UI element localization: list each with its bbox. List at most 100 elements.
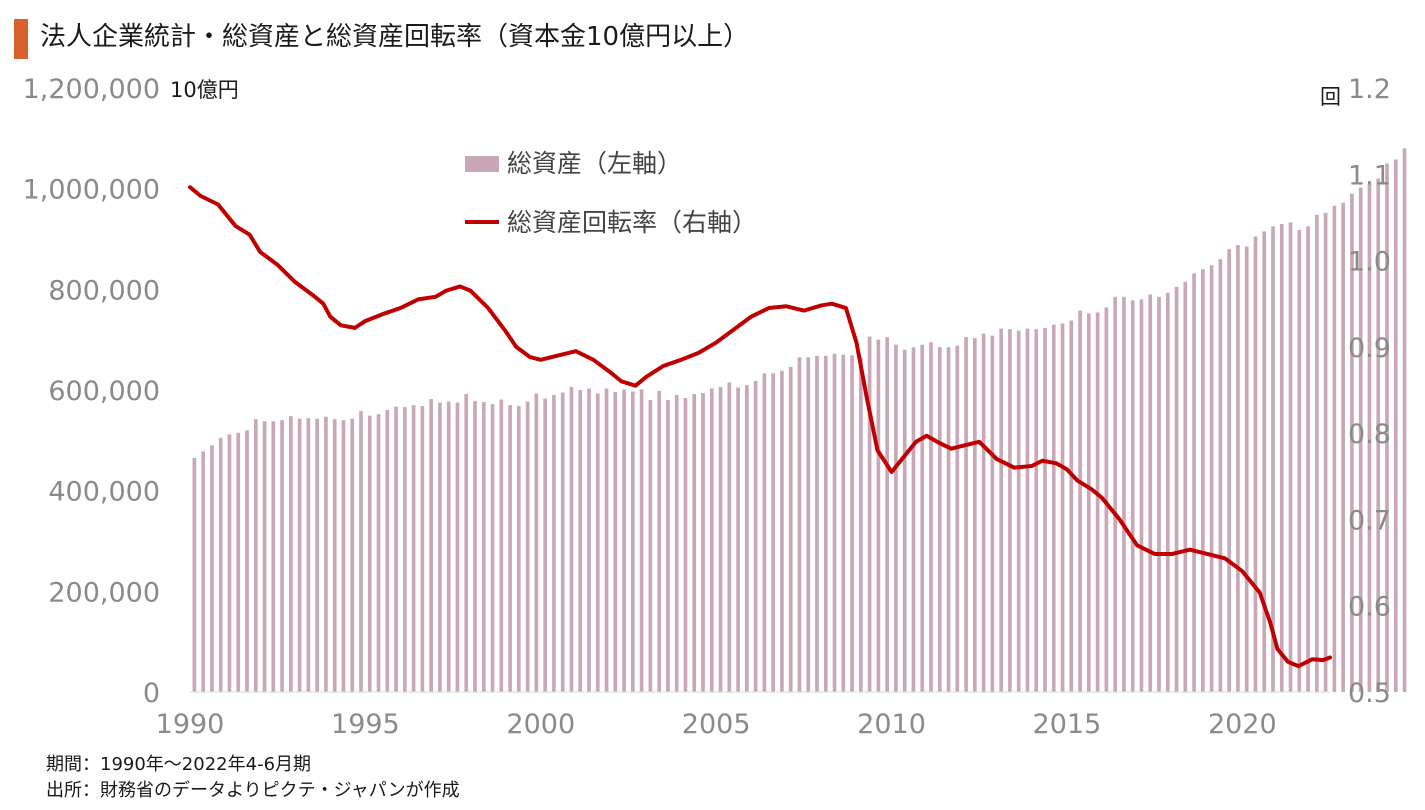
y-left-ticks: 0 200,000 400,000 600,000 800,000 1,000,000 1,… xyxy=(23,74,160,709)
bar-total-assets xyxy=(771,373,775,692)
bar-total-assets xyxy=(201,451,205,692)
bar-total-assets xyxy=(1306,226,1310,693)
bar-total-assets xyxy=(587,388,591,692)
bar-total-assets xyxy=(1323,212,1328,692)
bar-total-assets xyxy=(727,382,732,692)
bar-total-assets xyxy=(920,344,925,692)
bar-total-assets xyxy=(324,416,328,692)
bar-total-assets xyxy=(1227,249,1231,692)
bar-total-assets xyxy=(1113,296,1117,692)
bar-total-assets xyxy=(464,394,469,692)
bar-total-assets xyxy=(648,400,653,692)
legend: 総資産（左軸） 総資産回転率（右軸） xyxy=(465,149,757,237)
bar-total-assets xyxy=(674,395,679,692)
bar-total-assets xyxy=(236,432,241,692)
bar-total-assets xyxy=(701,393,705,692)
y-left-tick-label: 400,000 xyxy=(48,477,160,508)
bar-total-assets xyxy=(306,418,311,692)
bar-total-assets xyxy=(657,391,661,692)
y-right-tick-label: 0.7 xyxy=(1348,505,1391,536)
bar-total-assets xyxy=(1104,307,1109,692)
bar-total-assets xyxy=(1034,329,1039,692)
bar-total-assets xyxy=(1358,187,1363,692)
turnover-line xyxy=(188,185,1332,669)
bar-total-assets xyxy=(350,418,355,692)
bar-total-assets xyxy=(569,386,574,692)
bar-total-assets xyxy=(210,445,214,692)
bar-total-assets xyxy=(1087,313,1091,692)
bar-total-assets xyxy=(1262,231,1267,692)
y-left-tick-label: 1,000,000 xyxy=(23,175,160,206)
bar-total-assets xyxy=(1183,281,1188,692)
bar-total-assets xyxy=(1095,312,1100,692)
legend-line-label: 総資産回転率（右軸） xyxy=(507,208,757,237)
bar-total-assets xyxy=(736,387,740,692)
bar-total-assets xyxy=(964,337,968,692)
bar-total-assets xyxy=(841,354,846,692)
title-accent-bar xyxy=(14,19,28,59)
bar-total-assets xyxy=(1393,159,1398,693)
bar-total-assets xyxy=(455,402,460,692)
y-right-tick-label: 0.5 xyxy=(1348,678,1391,709)
bar-total-assets xyxy=(622,389,626,692)
bar-total-assets xyxy=(508,405,512,692)
bar-total-assets xyxy=(385,410,390,692)
bar-total-assets xyxy=(946,347,951,692)
bar-total-assets xyxy=(280,420,284,692)
bar-total-assets xyxy=(481,402,486,692)
bar-total-assets xyxy=(446,401,451,692)
bar-total-assets xyxy=(753,380,758,692)
bar-total-assets xyxy=(560,392,565,692)
bar-total-assets xyxy=(990,335,995,692)
bar-total-assets xyxy=(1016,330,1021,692)
bar-total-assets xyxy=(604,388,609,692)
y-right-tick-label: 1.0 xyxy=(1348,247,1391,278)
bar-total-assets xyxy=(1244,246,1249,693)
y-left-unit: 10億円 xyxy=(170,78,239,102)
bar-total-assets xyxy=(1060,323,1065,692)
combo-chart: 0 200,000 400,000 600,000 800,000 1,000,000 1,… xyxy=(23,74,1407,740)
bar-total-assets xyxy=(1139,299,1144,692)
bar-total-assets xyxy=(429,399,433,692)
bar-total-assets xyxy=(1218,259,1223,692)
bar-total-assets xyxy=(341,420,346,692)
source-note: 出所：財務省のデータよりピクテ・ジャパンが作成 xyxy=(46,780,460,801)
bar-total-assets xyxy=(367,415,372,692)
bar-total-assets xyxy=(639,389,644,692)
y-left-tick-label: 800,000 xyxy=(48,275,160,306)
bar-total-assets xyxy=(823,355,828,692)
chart-title: 法人企業統計・総資産と総資産回転率（資本金10億円以上） xyxy=(40,22,750,52)
bar-total-assets xyxy=(595,393,600,692)
bar-total-assets xyxy=(1069,320,1074,692)
bar-total-assets xyxy=(885,337,889,692)
bar-total-assets xyxy=(709,388,714,692)
period-note: 期間：1990年～2022年4-6月期 xyxy=(46,754,312,775)
bar-total-assets xyxy=(806,357,811,692)
y-left-tick-label: 200,000 xyxy=(48,577,160,608)
bar-total-assets xyxy=(411,405,416,692)
x-tick-label: 1995 xyxy=(331,709,400,740)
bar-total-assets xyxy=(420,406,425,692)
bar-total-assets xyxy=(403,407,407,692)
x-tick-label: 2000 xyxy=(506,709,575,740)
bar-total-assets xyxy=(692,394,697,692)
bar-total-assets xyxy=(1315,214,1319,692)
bar-total-assets xyxy=(1051,324,1056,692)
bar-total-assets xyxy=(1236,245,1240,693)
x-tick-label: 2020 xyxy=(1208,709,1277,740)
bar-total-assets xyxy=(1209,265,1214,692)
bar-total-assets xyxy=(1288,222,1293,692)
bar-total-assets xyxy=(517,406,521,692)
y-right-tick-label: 1.1 xyxy=(1348,160,1391,191)
bar-total-assets xyxy=(218,437,223,692)
bar-total-assets xyxy=(1271,226,1275,693)
x-tick-label: 2015 xyxy=(1033,709,1102,740)
bar-total-assets xyxy=(473,401,477,692)
y-right-unit: 回 xyxy=(1320,85,1341,109)
bar-total-assets xyxy=(797,357,802,692)
bar-total-assets xyxy=(394,406,398,692)
bars-layer xyxy=(192,148,1407,693)
bar-total-assets xyxy=(850,355,854,692)
y-right-tick-label: 1.2 xyxy=(1348,74,1391,105)
bar-total-assets xyxy=(1174,286,1179,692)
